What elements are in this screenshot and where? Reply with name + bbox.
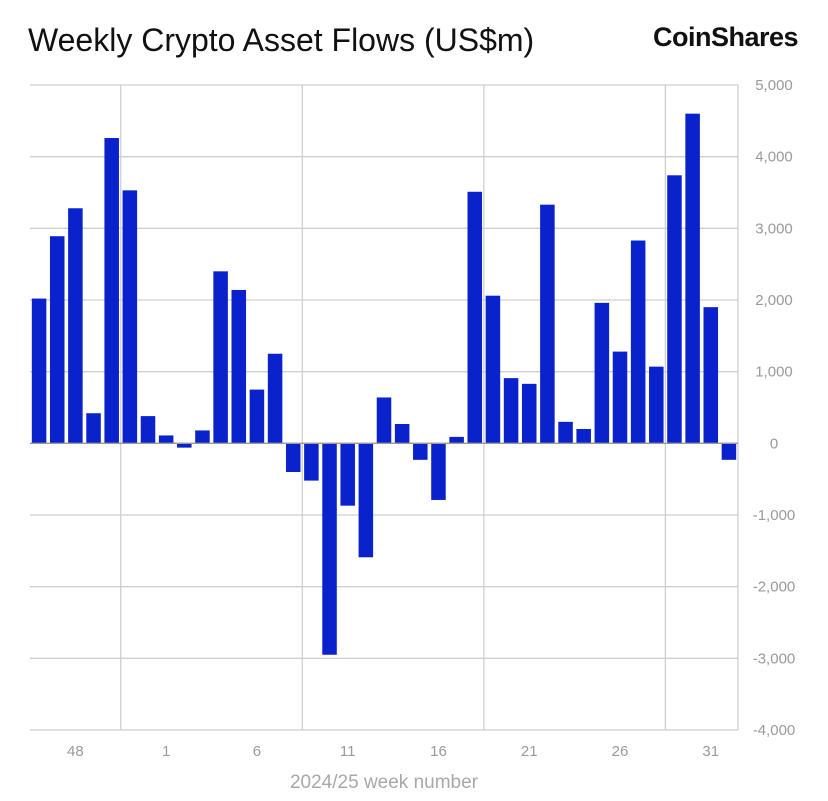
bar-week-12 xyxy=(358,443,374,558)
bar-week-16 xyxy=(431,443,446,500)
bar-week-15 xyxy=(413,443,428,460)
bar-week-31 xyxy=(703,307,719,444)
y-tick-label: 0 xyxy=(770,435,778,452)
bar-week-18 xyxy=(467,191,483,444)
y-tick-label: 3,000 xyxy=(755,220,793,237)
bar-week-1 xyxy=(158,435,174,444)
y-tick-label: 1,000 xyxy=(755,364,793,381)
bar-week-49 xyxy=(86,413,101,444)
coinshares-logo: CoinShares xyxy=(652,22,799,52)
x-tick-label: 48 xyxy=(67,743,84,760)
bar-week-52 xyxy=(140,416,156,444)
bar-week-21 xyxy=(521,383,537,444)
bar-week-14 xyxy=(394,423,410,444)
y-tick-label: -3,000 xyxy=(753,650,796,667)
bar-week-22 xyxy=(540,204,555,444)
bar-week-46 xyxy=(31,298,47,444)
bar-week-5 xyxy=(231,289,247,444)
bar-week-4 xyxy=(213,271,228,444)
bar-week-6 xyxy=(249,389,265,444)
bar-week-24 xyxy=(576,429,591,444)
y-tick-label: 5,000 xyxy=(755,77,793,94)
x-tick-label: 6 xyxy=(253,743,261,760)
bar-week-20 xyxy=(503,378,519,444)
bar-week-13 xyxy=(376,397,392,444)
bar-week-23 xyxy=(558,421,573,444)
bar-week-8 xyxy=(285,443,301,472)
y-tick-label: 2,000 xyxy=(755,292,793,309)
x-tick-label: 31 xyxy=(702,743,719,760)
x-tick-label: 21 xyxy=(521,743,538,760)
bar-week-17 xyxy=(449,436,464,444)
bar-week-48 xyxy=(68,208,83,444)
y-tick-label: 4,000 xyxy=(755,149,793,166)
bar-week-10 xyxy=(322,443,337,655)
x-tick-label: 16 xyxy=(430,743,447,760)
bar-week-29 xyxy=(667,175,682,444)
bar-week-51 xyxy=(122,190,138,444)
x-tick-label: 1 xyxy=(162,743,170,760)
bar-week-26 xyxy=(612,351,628,444)
y-tick-label: -1,000 xyxy=(753,507,796,524)
bar-week-27 xyxy=(630,240,646,444)
bar-week-9 xyxy=(304,443,319,481)
chart-title: Weekly Crypto Asset Flows (US$m) xyxy=(28,22,535,58)
bar-week-3 xyxy=(195,430,210,444)
bar-week-50 xyxy=(104,138,119,444)
x-tick-label: 26 xyxy=(612,743,629,760)
bar-week-47 xyxy=(49,236,65,444)
bar-week-28 xyxy=(649,366,664,444)
bar-week-30 xyxy=(685,113,700,444)
bar-week-32 xyxy=(721,443,737,460)
y-tick-label: -2,000 xyxy=(753,579,796,596)
bar-week-11 xyxy=(340,443,355,506)
bar-week-25 xyxy=(594,302,610,444)
x-axis-title: 2024/25 week number xyxy=(290,772,479,793)
bar-week-7 xyxy=(267,353,283,444)
bar-week-2 xyxy=(177,443,192,448)
x-tick-label: 11 xyxy=(340,743,356,760)
y-tick-label: -4,000 xyxy=(753,722,796,739)
bar-week-19 xyxy=(485,295,501,444)
